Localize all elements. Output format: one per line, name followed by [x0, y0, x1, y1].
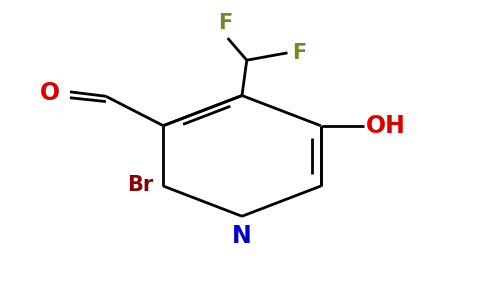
Text: N: N	[232, 224, 252, 248]
Text: F: F	[218, 13, 232, 33]
Text: F: F	[292, 43, 306, 63]
Text: O: O	[40, 81, 60, 105]
Text: OH: OH	[366, 114, 406, 138]
Text: Br: Br	[127, 175, 154, 195]
